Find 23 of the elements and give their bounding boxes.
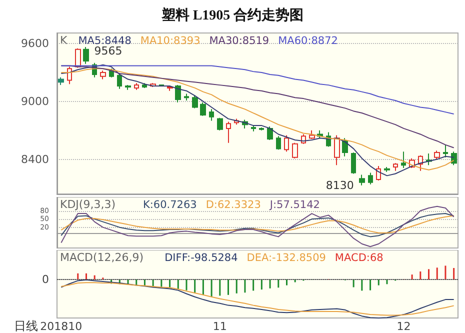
y-tick-label: 9600 <box>21 37 49 50</box>
text: DIFF:-98.5284 <box>164 252 238 264</box>
text: MA10:8393 <box>140 35 200 47</box>
series-label: MACD:68 <box>334 252 384 264</box>
legend-title: MACD(12,26,9) <box>60 251 144 264</box>
x-tick-label: 201810 <box>40 320 82 333</box>
ref-line-label: 0 <box>42 273 49 286</box>
series-label: J:57.5142 <box>268 199 320 211</box>
text: MA5:8448 <box>78 35 132 47</box>
text: 日线 <box>14 319 38 333</box>
legend-title: KDJ(9,3,3) <box>60 198 116 211</box>
annotation: 8130 <box>326 178 354 192</box>
text: MA60:8872 <box>278 35 338 47</box>
y-tick-label: 9000 <box>21 94 49 108</box>
chart-title: 塑料 L1905 合约走势图 <box>160 6 304 24</box>
y-tick-label: 8400 <box>21 152 49 166</box>
annotation: 9565 <box>94 44 122 58</box>
x-tick-label: 11 <box>212 320 227 333</box>
series-label: K:60.7263 <box>143 199 197 211</box>
text: MA30:8519 <box>209 35 270 47</box>
x-tick-label: 12 <box>396 320 411 333</box>
text: DEA:-132.8509 <box>246 252 326 264</box>
series-label: D:62.3323 <box>206 199 261 211</box>
